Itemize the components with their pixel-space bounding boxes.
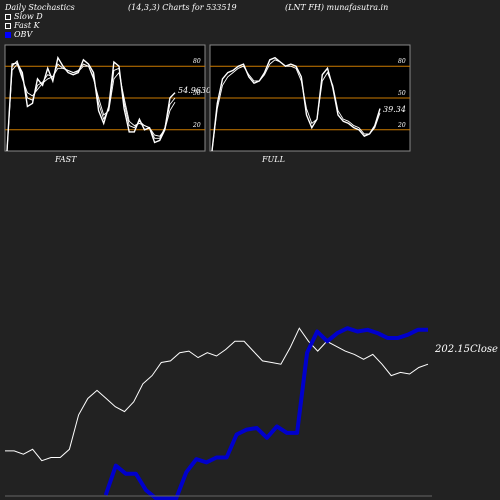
full-tick-label: 20 [397, 122, 406, 129]
fast-panel-title: FAST [54, 155, 77, 164]
legend-label-fast-k: Fast K [14, 21, 40, 30]
legend: Slow D Fast K OBV [5, 12, 43, 39]
full-series-line [211, 59, 381, 152]
full-panel-title: FULL [261, 155, 285, 164]
legend-item-obv: OBV [5, 30, 43, 39]
fast-value-label: 54.9630 [178, 86, 211, 95]
obv-line [103, 326, 428, 500]
header-subtitle: (14,3,3) Charts for 533519 [128, 3, 237, 12]
close-value-label: 202.15Close [434, 344, 498, 355]
legend-label-obv: OBV [14, 30, 33, 39]
fast-tick-label: 20 [192, 122, 201, 129]
price-line [5, 327, 429, 462]
full-value-label: 39.34 [383, 105, 406, 114]
legend-label-slow-d: Slow D [14, 12, 43, 21]
legend-swatch-obv [5, 31, 11, 38]
fast-tick-label: 50 [193, 90, 201, 97]
header-title: Daily Stochastics [5, 3, 75, 12]
full-tick-label: 50 [398, 90, 406, 97]
legend-item-slow-d: Slow D [5, 12, 43, 21]
fast-tick-label: 80 [193, 58, 201, 65]
fast-series-line [6, 55, 176, 152]
fast-series-line [6, 63, 176, 152]
legend-swatch-fast-k [5, 22, 11, 29]
header-source: (LNT FH) munafasutra.in [285, 3, 389, 12]
legend-swatch-slow-d [5, 13, 11, 20]
full-series-line [211, 56, 381, 152]
legend-item-fast-k: Fast K [5, 21, 43, 30]
full-tick-label: 80 [398, 58, 406, 65]
